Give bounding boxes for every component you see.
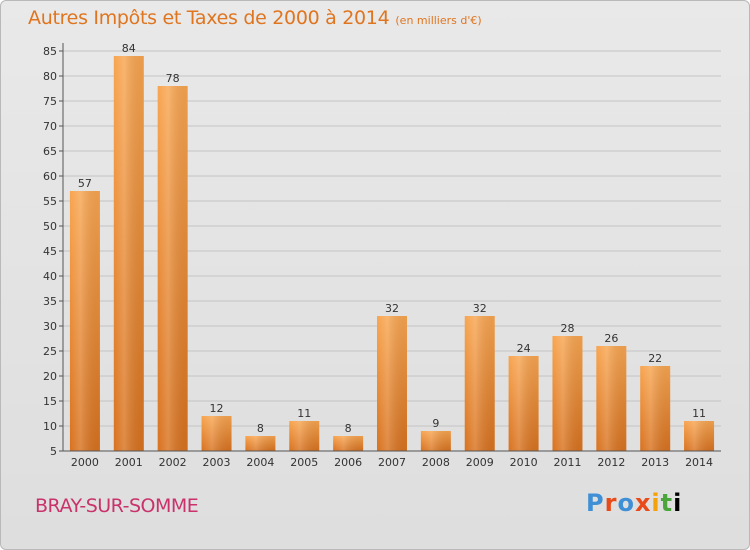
value-label: 78 bbox=[166, 72, 180, 85]
y-axis: 5 10 15 20 25 30 35 40 45 50 55 60 65 70 75 80 85 bbox=[43, 43, 64, 458]
bar-shine bbox=[420, 431, 451, 451]
y-tick-label: 30 bbox=[43, 320, 57, 333]
chart-title-text: Autres Impôts et Taxes de 2000 à 2014 bbox=[28, 7, 390, 29]
x-tick-label: 2011 bbox=[553, 456, 581, 469]
logo-letter: i bbox=[651, 489, 661, 517]
value-label: 28 bbox=[560, 322, 574, 335]
value-label: 32 bbox=[473, 302, 487, 315]
y-tick-label: 25 bbox=[43, 345, 57, 358]
x-axis: 2000 2001 2002 2003 2004 2005 2006 2007 2008 2009… bbox=[63, 450, 721, 469]
bar-shine bbox=[508, 356, 539, 451]
x-tick-label: 2004 bbox=[246, 456, 274, 469]
chart-title: Autres Impôts et Taxes de 2000 à 2014 (en… bbox=[28, 7, 482, 29]
value-label: 84 bbox=[122, 42, 136, 55]
value-label: 32 bbox=[385, 302, 399, 315]
chart-unit: (en milliers d'€) bbox=[395, 14, 482, 27]
x-tick-label: 2006 bbox=[334, 456, 362, 469]
bar-shine bbox=[640, 366, 671, 451]
x-tick-label: 2003 bbox=[203, 456, 231, 469]
bar-shine bbox=[157, 86, 188, 451]
value-label: 12 bbox=[210, 402, 224, 415]
logo-letter: i bbox=[673, 489, 683, 517]
bar-shine bbox=[464, 316, 495, 451]
value-label: 22 bbox=[648, 352, 662, 365]
x-tick-label: 2012 bbox=[597, 456, 625, 469]
y-tick-label: 45 bbox=[43, 245, 57, 258]
value-label: 26 bbox=[604, 332, 618, 345]
x-tick-label: 2013 bbox=[641, 456, 669, 469]
x-tick-label: 2008 bbox=[422, 456, 450, 469]
x-tick-label: 2002 bbox=[159, 456, 187, 469]
logo-letter: P bbox=[586, 489, 605, 517]
value-label: 57 bbox=[78, 177, 92, 190]
x-tick-label: 2001 bbox=[115, 456, 143, 469]
x-tick-label: 2000 bbox=[71, 456, 99, 469]
y-tick-label: 70 bbox=[43, 120, 57, 133]
y-tick-label: 55 bbox=[43, 195, 57, 208]
y-tick-label: 10 bbox=[43, 420, 57, 433]
bar-shine bbox=[684, 421, 715, 451]
y-tick-label: 75 bbox=[43, 95, 57, 108]
logo-letter: x bbox=[634, 489, 652, 517]
y-tick-label: 50 bbox=[43, 220, 57, 233]
y-tick-label: 65 bbox=[43, 145, 57, 158]
y-tick-label: 35 bbox=[43, 295, 57, 308]
y-tick-label: 80 bbox=[43, 70, 57, 83]
bar-shine bbox=[113, 56, 144, 451]
y-tick-label: 85 bbox=[43, 45, 57, 58]
bar-shine bbox=[596, 346, 627, 451]
bar-shine bbox=[333, 436, 364, 451]
y-tick-label: 20 bbox=[43, 370, 57, 383]
value-label: 24 bbox=[517, 342, 531, 355]
y-tick-label: 40 bbox=[43, 270, 57, 283]
bars-group bbox=[69, 56, 715, 451]
bar-shine bbox=[289, 421, 320, 451]
x-tick-label: 2005 bbox=[290, 456, 318, 469]
value-label: 8 bbox=[345, 422, 352, 435]
value-label: 11 bbox=[297, 407, 311, 420]
y-tick-label: 60 bbox=[43, 170, 57, 183]
logo-letter: o bbox=[617, 489, 635, 517]
city-name: BRAY-SUR-SOMME bbox=[35, 495, 199, 517]
y-tick-label: 5 bbox=[50, 445, 57, 458]
bar-shine bbox=[552, 336, 583, 451]
logo-letter: t bbox=[660, 489, 674, 517]
x-tick-label: 2014 bbox=[685, 456, 713, 469]
bar-shine bbox=[69, 191, 100, 451]
x-tick-label: 2007 bbox=[378, 456, 406, 469]
x-tick-label: 2010 bbox=[510, 456, 538, 469]
value-label: 11 bbox=[692, 407, 706, 420]
bar-shine bbox=[377, 316, 407, 451]
y-tick-label: 15 bbox=[43, 395, 57, 408]
bar-shine bbox=[201, 416, 232, 451]
value-label: 9 bbox=[432, 417, 439, 430]
proxiti-logo[interactable]: Proxiti bbox=[586, 489, 682, 517]
value-label: 8 bbox=[257, 422, 264, 435]
x-tick-label: 2009 bbox=[466, 456, 494, 469]
logo-letter: r bbox=[604, 489, 618, 517]
bar-shine bbox=[245, 436, 276, 451]
value-labels: 57 84 78 12 8 11 8 32 9 32 24 28 26 22 11 bbox=[78, 42, 706, 435]
